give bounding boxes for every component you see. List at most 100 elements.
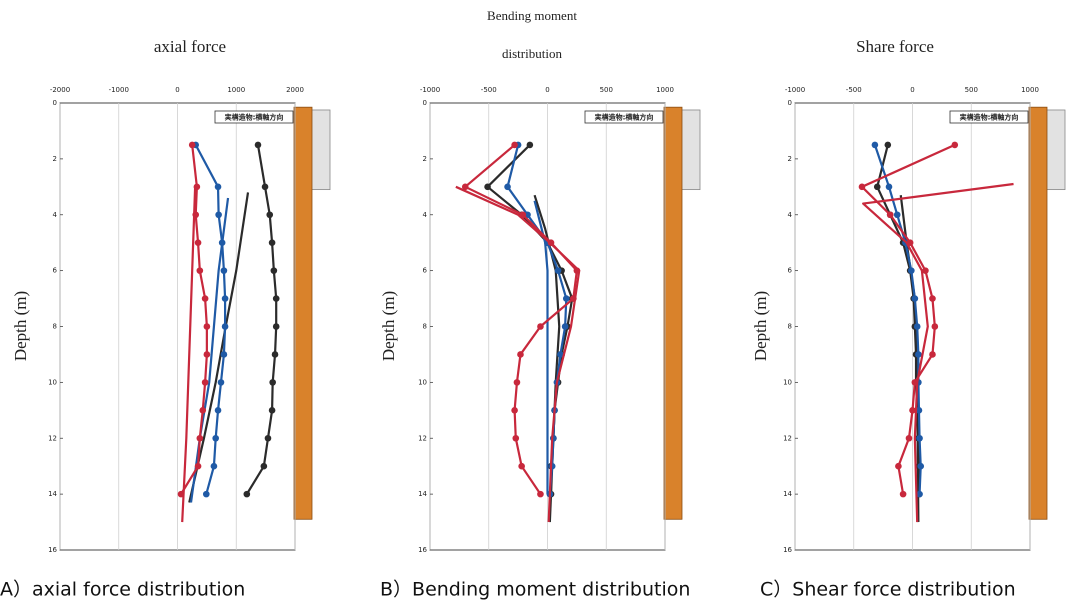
point (563, 295, 570, 302)
chart-title: Bending moment (487, 8, 577, 23)
y-tick-label: 10 (783, 378, 792, 386)
y-tick-label: 10 (418, 378, 427, 386)
y-tick-label: 4 (423, 211, 428, 219)
y-axis-label: Depth (m) (11, 291, 30, 361)
point (218, 379, 225, 386)
point (886, 184, 893, 191)
x-tick-label: -1000 (109, 86, 129, 94)
point (211, 463, 218, 470)
point (562, 323, 569, 330)
point (914, 323, 921, 330)
point (261, 463, 268, 470)
point (859, 184, 866, 191)
y-tick-label: 4 (788, 211, 793, 219)
x-tick-label: 500 (600, 86, 613, 94)
point (511, 407, 518, 414)
x-tick-label: 2000 (286, 86, 304, 94)
point (244, 491, 251, 498)
point (504, 184, 511, 191)
series-line (863, 184, 1013, 522)
x-tick-label: 0 (545, 86, 549, 94)
y-tick-label: 2 (788, 155, 792, 163)
y-tick-label: 12 (48, 434, 57, 442)
chart-title: Share force (856, 37, 934, 56)
point (895, 463, 902, 470)
point (269, 407, 276, 414)
point (212, 435, 219, 442)
x-tick-label: -1000 (420, 86, 440, 94)
point (932, 323, 939, 330)
x-tick-label: 500 (965, 86, 978, 94)
x-tick-label: 1000 (227, 86, 245, 94)
x-tick-label: -1000 (785, 86, 805, 94)
point (215, 407, 222, 414)
point (204, 323, 211, 330)
x-tick-label: 0 (175, 86, 179, 94)
chart: axial force Depth (m) A）axial force distri… (0, 37, 330, 601)
point (537, 323, 544, 330)
x-tick-label: -500 (481, 86, 497, 94)
point (906, 435, 913, 442)
y-tick-label: 12 (418, 434, 427, 442)
y-tick-label: 14 (783, 490, 792, 498)
point (518, 463, 525, 470)
point (255, 142, 262, 149)
y-tick-label: 2 (53, 155, 57, 163)
point (221, 351, 228, 358)
chart-title: axial force (154, 37, 226, 56)
point (512, 435, 519, 442)
point (885, 142, 892, 149)
y-tick-label: 6 (423, 267, 428, 275)
y-tick-label: 0 (53, 99, 57, 107)
point (273, 295, 280, 302)
point (909, 407, 916, 414)
point (271, 267, 278, 274)
point (262, 184, 269, 191)
y-tick-label: 2 (423, 155, 427, 163)
x-tick-label: 0 (910, 86, 914, 94)
point (916, 435, 923, 442)
point (537, 491, 544, 498)
y-tick-label: 6 (53, 267, 58, 275)
y-tick-label: 14 (48, 490, 57, 498)
point (195, 239, 202, 246)
point (272, 351, 279, 358)
point (222, 295, 229, 302)
pile (1029, 107, 1047, 519)
point (269, 379, 276, 386)
y-tick-label: 0 (788, 99, 792, 107)
caption: A）axial force distribution (0, 579, 245, 601)
chart-title: distribution (502, 46, 562, 61)
point (874, 184, 881, 191)
x-tick-label: 1000 (656, 86, 674, 94)
point (872, 142, 879, 149)
y-axis-label: Depth (m) (751, 291, 770, 361)
point (197, 267, 204, 274)
point (894, 211, 901, 218)
y-tick-label: 10 (48, 378, 57, 386)
x-tick-label: -500 (846, 86, 862, 94)
point (900, 491, 907, 498)
point (189, 142, 196, 149)
y-tick-label: 16 (48, 546, 57, 554)
point (203, 491, 210, 498)
point (929, 295, 936, 302)
point (917, 463, 924, 470)
point (273, 323, 280, 330)
point (887, 211, 894, 218)
point (929, 351, 936, 358)
y-tick-label: 6 (788, 267, 793, 275)
point (517, 351, 524, 358)
y-tick-label: 12 (783, 434, 792, 442)
y-tick-label: 8 (53, 323, 57, 331)
point (555, 267, 562, 274)
point (204, 351, 211, 358)
point (222, 323, 229, 330)
point (484, 184, 491, 191)
y-tick-label: 16 (418, 546, 427, 554)
point (221, 267, 228, 274)
y-tick-label: 0 (423, 99, 427, 107)
point (915, 351, 922, 358)
